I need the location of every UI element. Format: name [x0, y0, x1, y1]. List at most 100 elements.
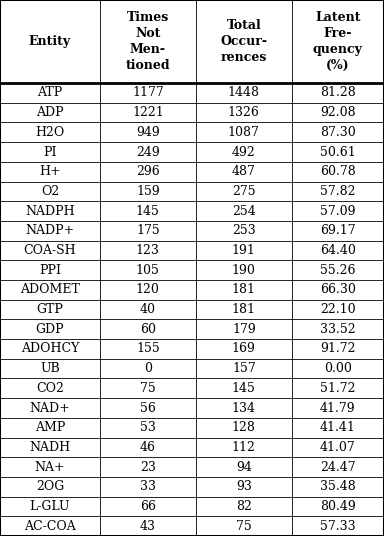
Text: 949: 949 [136, 126, 160, 139]
Text: 492: 492 [232, 145, 256, 159]
Bar [196, 201, 292, 221]
Bar [292, 359, 384, 378]
Text: 50.61: 50.61 [320, 145, 356, 159]
Text: 253: 253 [232, 224, 256, 237]
Bar [196, 398, 292, 418]
Bar [100, 0, 196, 83]
Bar [100, 339, 196, 359]
Text: Times
Not
Men-
tioned: Times Not Men- tioned [126, 11, 170, 72]
Text: 145: 145 [232, 382, 256, 395]
Text: 53: 53 [140, 421, 156, 434]
Bar [0, 437, 100, 457]
Text: 1448: 1448 [228, 86, 260, 99]
Bar [100, 477, 196, 497]
Bar [0, 182, 100, 201]
Bar [0, 162, 100, 182]
Text: 94: 94 [236, 460, 252, 474]
Bar [292, 398, 384, 418]
Text: 51.72: 51.72 [320, 382, 356, 395]
Bar [0, 359, 100, 378]
Text: 64.40: 64.40 [320, 244, 356, 257]
Bar [292, 457, 384, 477]
Text: H2O: H2O [35, 126, 65, 139]
Bar [100, 457, 196, 477]
Bar [0, 0, 100, 83]
Bar [196, 437, 292, 457]
Text: 105: 105 [136, 264, 160, 277]
Text: 69.17: 69.17 [320, 224, 356, 237]
Bar [100, 300, 196, 319]
Text: 82: 82 [236, 500, 252, 513]
Bar [0, 339, 100, 359]
Text: 175: 175 [136, 224, 160, 237]
Bar [292, 477, 384, 497]
Text: 92.08: 92.08 [320, 106, 356, 119]
Bar [100, 162, 196, 182]
Bar [196, 122, 292, 142]
Text: GDP: GDP [36, 323, 64, 336]
Text: AMP: AMP [35, 421, 65, 434]
Text: 1087: 1087 [228, 126, 260, 139]
Bar [100, 182, 196, 201]
Bar [100, 319, 196, 339]
Bar [292, 201, 384, 221]
Bar [292, 497, 384, 516]
Bar [292, 319, 384, 339]
Bar [100, 83, 196, 103]
Text: UB: UB [40, 362, 60, 375]
Text: 41.79: 41.79 [320, 401, 356, 414]
Text: 179: 179 [232, 323, 256, 336]
Text: 56: 56 [140, 401, 156, 414]
Bar [100, 260, 196, 280]
Text: 249: 249 [136, 145, 160, 159]
Bar [292, 122, 384, 142]
Text: AC-COA: AC-COA [24, 520, 76, 533]
Text: 123: 123 [136, 244, 160, 257]
Text: 191: 191 [232, 244, 256, 257]
Text: 57.33: 57.33 [320, 520, 356, 533]
Bar [100, 280, 196, 300]
Text: 41.07: 41.07 [320, 441, 356, 454]
Text: CO2: CO2 [36, 382, 64, 395]
Bar [196, 182, 292, 201]
Text: 22.10: 22.10 [320, 303, 356, 316]
Text: 75: 75 [140, 382, 156, 395]
Text: 155: 155 [136, 343, 160, 355]
Text: 2OG: 2OG [36, 480, 64, 493]
Text: 23: 23 [140, 460, 156, 474]
Bar [292, 378, 384, 398]
Bar [0, 477, 100, 497]
Text: 254: 254 [232, 205, 256, 218]
Bar [196, 418, 292, 437]
Bar [0, 300, 100, 319]
Text: Total
Occur-
rences: Total Occur- rences [220, 19, 267, 64]
Bar [0, 201, 100, 221]
Bar [0, 319, 100, 339]
Text: 41.41: 41.41 [320, 421, 356, 434]
Bar [292, 162, 384, 182]
Bar [0, 103, 100, 122]
Bar [0, 241, 100, 260]
Bar [292, 83, 384, 103]
Bar [0, 122, 100, 142]
Text: ADOMET: ADOMET [20, 284, 80, 296]
Text: 296: 296 [136, 165, 160, 178]
Bar [100, 359, 196, 378]
Text: 43: 43 [140, 520, 156, 533]
Text: Latent
Fre-
quency
(%): Latent Fre- quency (%) [313, 11, 363, 72]
Text: 181: 181 [232, 284, 256, 296]
Bar [196, 477, 292, 497]
Text: 134: 134 [232, 401, 256, 414]
Bar [100, 142, 196, 162]
Bar [196, 0, 292, 83]
Text: 57.82: 57.82 [320, 185, 356, 198]
Bar [100, 241, 196, 260]
Bar [100, 516, 196, 536]
Text: 157: 157 [232, 362, 256, 375]
Text: 159: 159 [136, 185, 160, 198]
Bar [196, 319, 292, 339]
Bar [196, 103, 292, 122]
Bar [100, 398, 196, 418]
Bar [292, 241, 384, 260]
Bar [0, 457, 100, 477]
